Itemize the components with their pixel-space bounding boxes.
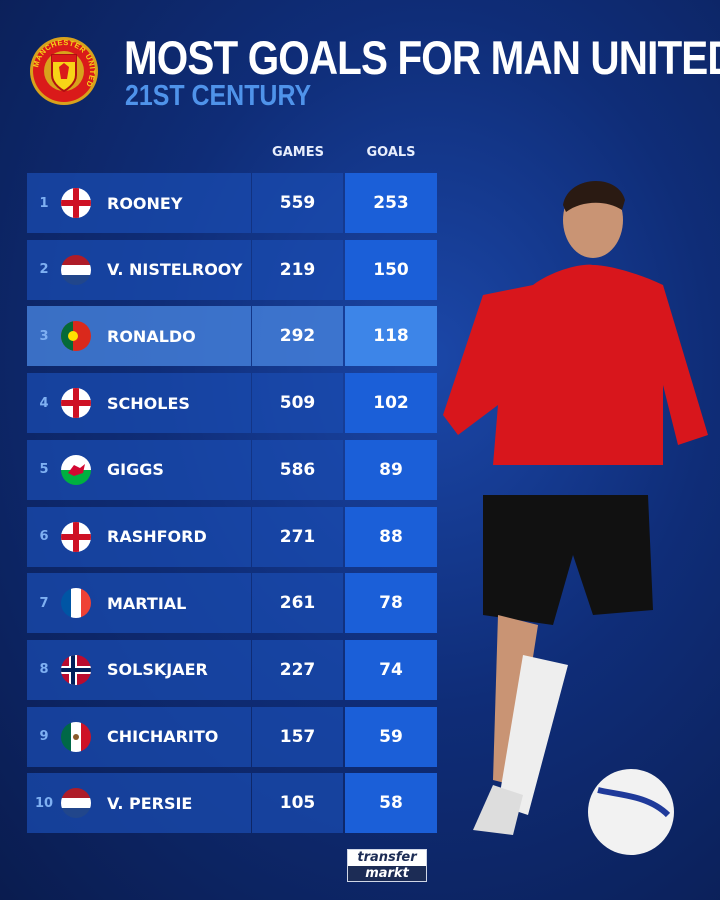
transfermarkt-logo: transfer markt <box>347 849 427 882</box>
player-cell: 7 MARTIAL <box>27 573 251 634</box>
norway-flag-icon <box>61 654 91 685</box>
portugal-flag-icon <box>61 321 91 352</box>
player-cell: 1 ROONEY <box>27 173 251 233</box>
england-flag-icon <box>61 188 91 218</box>
rank-number: 8 <box>39 662 49 678</box>
player-cell: 6 RASHFORD <box>27 506 251 567</box>
goals-value: 253 <box>345 173 437 233</box>
page-title: MOST GOALS FOR MAN UNITED <box>124 31 720 84</box>
games-value: 261 <box>252 573 343 634</box>
rank-number: 3 <box>39 328 49 344</box>
games-value: 227 <box>252 639 343 700</box>
rank-number: 2 <box>39 262 49 278</box>
table-row: 10 V. PERSIE 105 58 <box>27 773 437 834</box>
england-flag-icon <box>61 521 91 552</box>
rank-number: 6 <box>39 529 49 544</box>
games-column-header: GAMES <box>272 145 324 160</box>
table-row: 7 MARTIAL 261 78 <box>27 573 437 634</box>
player-photo <box>443 181 708 855</box>
player-cell: 10 V. PERSIE <box>27 773 251 834</box>
games-value: 157 <box>252 706 343 767</box>
player-cell: 2 V. NISTELROOY <box>27 239 251 300</box>
player-name: GIGGS <box>107 460 164 480</box>
mexico-flag-icon <box>61 721 91 752</box>
player-name: RASHFORD <box>107 527 207 546</box>
games-value: 559 <box>252 173 343 233</box>
rank-number: 4 <box>39 395 49 411</box>
games-value: 219 <box>252 239 343 300</box>
player-name: CHICHARITO <box>107 727 219 747</box>
rank-number: 10 <box>34 795 54 811</box>
netherlands-flag-icon <box>61 254 91 285</box>
wales-flag-icon <box>61 454 91 485</box>
logo-line-1: transfer <box>348 850 426 866</box>
goals-column-header: GOALS <box>366 145 416 160</box>
rank-number: 7 <box>39 595 49 611</box>
player-cell: 9 CHICHARITO <box>27 706 251 767</box>
goals-value: 150 <box>345 239 437 300</box>
table-row: 9 CHICHARITO 157 59 <box>27 706 437 767</box>
goals-value: 58 <box>345 773 437 834</box>
logo-line-2: markt <box>365 866 409 881</box>
rank-number: 1 <box>39 195 49 211</box>
goals-value: 102 <box>345 373 437 434</box>
player-name: MARTIAL <box>107 593 187 613</box>
goals-value: 74 <box>345 639 437 700</box>
player-cell: 4 SCHOLES <box>27 373 251 434</box>
player-cell: 5 GIGGS <box>27 439 251 500</box>
player-cell: 3 RONALDO <box>27 306 251 367</box>
games-value: 509 <box>252 373 343 434</box>
games-value: 292 <box>252 306 343 367</box>
player-name: SOLSKJAER <box>107 660 208 680</box>
netherlands-flag-icon <box>61 788 91 819</box>
table-row: 5 GIGGS 586 89 <box>27 439 437 500</box>
player-name: V. PERSIE <box>107 793 193 813</box>
player-name: V. NISTELROOY <box>107 260 243 280</box>
goals-value: 118 <box>345 306 437 367</box>
rank-number: 9 <box>39 729 49 745</box>
games-value: 586 <box>252 439 343 500</box>
manchester-united-crest-logo: MANCHESTER UNITED <box>30 37 98 105</box>
table-row: 4 SCHOLES 509 102 <box>27 373 437 434</box>
table-row: 6 RASHFORD 271 88 <box>27 506 437 567</box>
goals-value: 89 <box>345 439 437 500</box>
goals-value: 59 <box>345 706 437 767</box>
rank-number: 5 <box>39 462 49 478</box>
table-row: 2 V. NISTELROOY 219 150 <box>27 239 437 300</box>
page-subtitle: 21ST CENTURY <box>125 80 312 112</box>
player-name: SCHOLES <box>107 393 190 413</box>
france-flag-icon <box>61 588 91 619</box>
goals-value: 78 <box>345 573 437 634</box>
player-cell: 8 SOLSKJAER <box>27 639 251 700</box>
table-row: 8 SOLSKJAER 227 74 <box>27 639 437 700</box>
goals-value: 88 <box>345 506 437 567</box>
table-row: 1 ROONEY 559 253 <box>27 173 437 233</box>
england-flag-icon <box>61 388 91 419</box>
games-value: 271 <box>252 506 343 567</box>
player-name: ROONEY <box>107 193 183 213</box>
games-value: 105 <box>252 773 343 834</box>
table-row: 3 RONALDO 292 118 <box>27 306 437 367</box>
player-name: RONALDO <box>107 326 196 346</box>
